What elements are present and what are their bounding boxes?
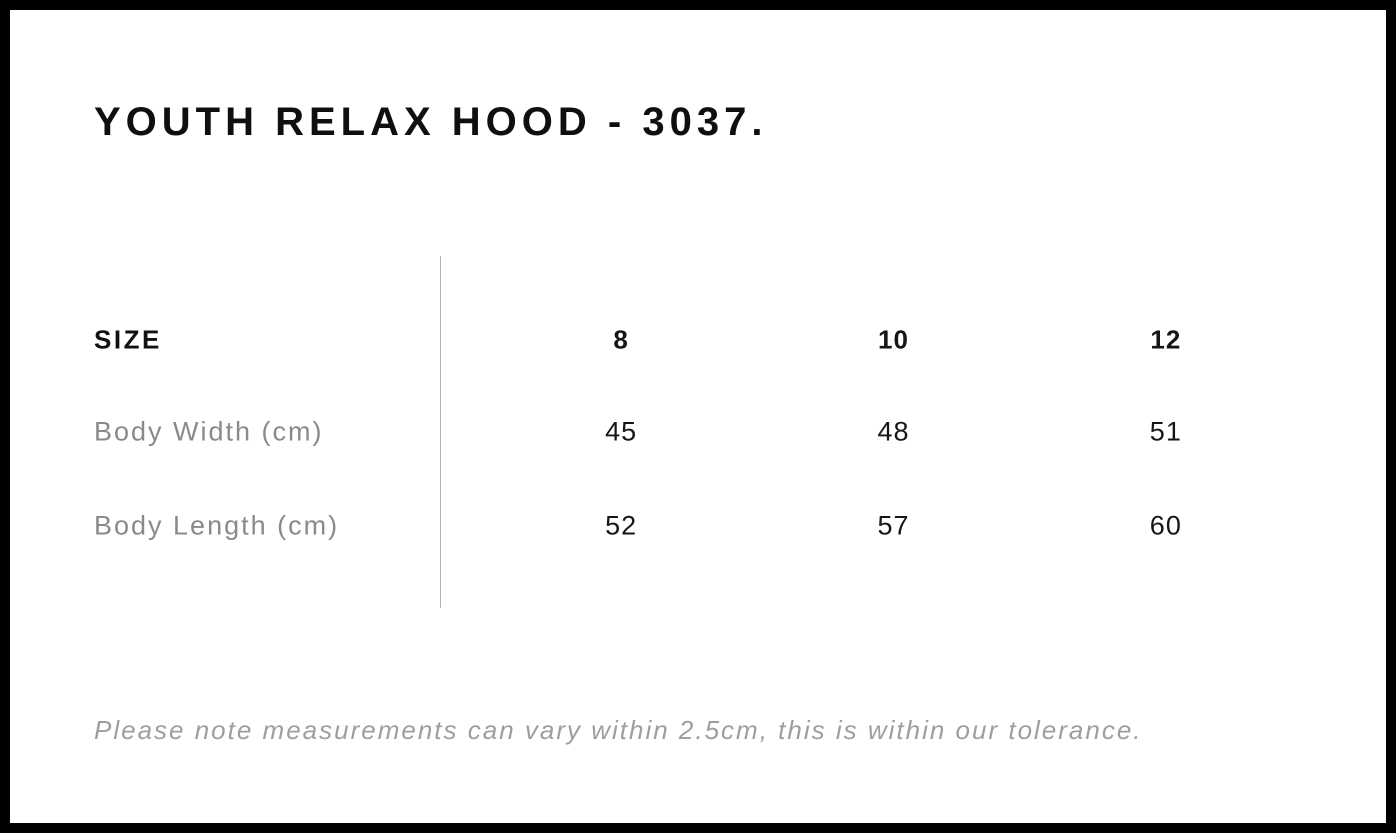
- size-column-header-12: 12: [1150, 324, 1182, 355]
- body-length-value-size-8: 52: [605, 510, 638, 541]
- body-width-value-size-12: 51: [1149, 416, 1182, 447]
- row-label-body-length: Body Length (cm): [94, 510, 340, 541]
- size-column-header-8: 8: [613, 324, 629, 355]
- table-vertical-divider: [440, 256, 441, 608]
- header-cells: 8 10 12: [440, 325, 1302, 356]
- size-header-label: SIZE: [94, 324, 162, 355]
- row-cells-body-width: 45 48 51: [440, 417, 1302, 448]
- size-chart-table: SIZE 8 10 12 Body Width (cm) 45 48 51 Bo…: [94, 256, 1302, 608]
- tolerance-note: Please note measurements can vary within…: [94, 715, 1143, 745]
- table-row-body-width: Body Width (cm) 45 48 51: [94, 417, 1302, 448]
- body-width-value-size-8: 45: [605, 416, 638, 447]
- table-header-row: SIZE 8 10 12: [94, 325, 1302, 356]
- table-row-body-length: Body Length (cm) 52 57 60: [94, 511, 1302, 542]
- body-length-value-size-12: 60: [1149, 510, 1182, 541]
- row-cells-body-length: 52 57 60: [440, 511, 1302, 542]
- row-label-body-width: Body Width (cm): [94, 416, 324, 447]
- body-width-value-size-10: 48: [877, 416, 910, 447]
- page-title: YOUTH RELAX HOOD - 3037.: [94, 100, 768, 144]
- size-column-header-10: 10: [878, 324, 909, 355]
- body-length-value-size-10: 57: [877, 510, 910, 541]
